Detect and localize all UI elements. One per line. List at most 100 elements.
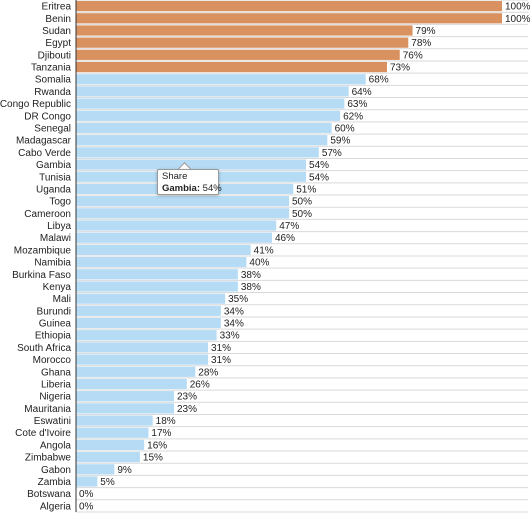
bar[interactable] bbox=[76, 391, 174, 402]
tooltip-value: 54% bbox=[202, 183, 222, 194]
bar[interactable] bbox=[76, 147, 319, 158]
data-label: 31% bbox=[211, 343, 231, 354]
data-label: 38% bbox=[241, 282, 261, 293]
category-label: Somalia bbox=[35, 75, 72, 86]
data-label: 50% bbox=[292, 209, 312, 220]
category-label: DR Congo bbox=[24, 111, 71, 122]
category-label: Uganda bbox=[36, 184, 71, 195]
bar[interactable] bbox=[76, 244, 251, 255]
data-label: 50% bbox=[292, 197, 312, 208]
data-label: 18% bbox=[156, 416, 176, 427]
data-label: 0% bbox=[79, 501, 94, 512]
bar[interactable] bbox=[76, 403, 174, 414]
tooltip-category: Gambia: bbox=[162, 183, 201, 194]
data-label: 47% bbox=[279, 221, 299, 232]
bar[interactable] bbox=[76, 293, 226, 304]
data-label: 100% bbox=[505, 14, 530, 25]
bar[interactable] bbox=[76, 208, 289, 219]
category-label: Angola bbox=[40, 440, 72, 451]
bar[interactable] bbox=[76, 159, 307, 170]
data-label: 34% bbox=[224, 306, 244, 317]
data-label: 63% bbox=[347, 99, 367, 110]
data-label: 17% bbox=[151, 428, 171, 439]
data-label: 64% bbox=[352, 87, 372, 98]
category-label: Eritrea bbox=[42, 2, 72, 13]
category-label: Tunisia bbox=[39, 172, 71, 183]
bar[interactable] bbox=[76, 61, 387, 73]
bar[interactable] bbox=[76, 86, 349, 97]
category-label: Cabo Verde bbox=[18, 148, 71, 159]
category-label: Namibia bbox=[34, 258, 71, 269]
bar[interactable] bbox=[76, 330, 217, 341]
bar[interactable] bbox=[76, 281, 238, 292]
bar[interactable] bbox=[76, 342, 209, 353]
category-label: Senegal bbox=[34, 123, 71, 134]
category-label: Cameroon bbox=[24, 209, 71, 220]
data-label: 35% bbox=[228, 294, 248, 305]
bar[interactable] bbox=[76, 378, 187, 390]
category-label: Cote d'Ivoire bbox=[15, 428, 71, 439]
bar[interactable] bbox=[76, 305, 221, 316]
data-label: 16% bbox=[147, 440, 167, 451]
bar[interactable] bbox=[76, 476, 98, 487]
bar[interactable] bbox=[76, 256, 247, 268]
bar[interactable] bbox=[76, 49, 400, 60]
data-label: 40% bbox=[249, 258, 269, 269]
category-label: Zambia bbox=[38, 477, 72, 488]
bar[interactable] bbox=[76, 122, 332, 134]
category-label: Kenya bbox=[43, 282, 72, 293]
category-label: Ethiopia bbox=[35, 331, 72, 342]
data-label: 0% bbox=[79, 489, 94, 500]
data-label: 33% bbox=[220, 331, 240, 342]
data-label: 60% bbox=[335, 123, 355, 134]
bar[interactable] bbox=[76, 269, 238, 280]
bar[interactable] bbox=[76, 427, 149, 438]
bar[interactable] bbox=[76, 98, 345, 109]
category-label: Algeria bbox=[40, 501, 72, 512]
bar[interactable] bbox=[76, 74, 366, 85]
bar[interactable] bbox=[76, 196, 289, 207]
data-label: 59% bbox=[330, 136, 350, 147]
bar[interactable] bbox=[76, 220, 277, 231]
category-label: Tanzania bbox=[31, 63, 71, 74]
category-label: Guinea bbox=[39, 319, 72, 330]
data-label: 68% bbox=[369, 75, 389, 86]
bar[interactable] bbox=[76, 37, 409, 48]
data-label: 34% bbox=[224, 319, 244, 330]
category-label: Sudan bbox=[42, 26, 71, 37]
bar[interactable] bbox=[76, 366, 196, 377]
category-label: Madagascar bbox=[16, 136, 72, 147]
bar[interactable] bbox=[76, 1, 502, 12]
bar[interactable] bbox=[76, 317, 221, 329]
category-label: Burkina Faso bbox=[12, 270, 71, 281]
data-label: 5% bbox=[100, 477, 115, 488]
data-label: 15% bbox=[143, 453, 163, 464]
bar[interactable] bbox=[76, 110, 341, 121]
bar[interactable] bbox=[76, 135, 328, 146]
data-label: 38% bbox=[241, 270, 261, 281]
bar[interactable] bbox=[76, 232, 272, 243]
bar[interactable] bbox=[76, 464, 115, 475]
bar[interactable] bbox=[76, 439, 145, 451]
category-label: Gambia bbox=[36, 160, 71, 171]
category-label: Mali bbox=[53, 294, 71, 305]
bar[interactable] bbox=[76, 415, 153, 426]
grid-lines bbox=[76, 0, 528, 513]
tooltip-series-name: Share bbox=[162, 171, 188, 182]
category-label: South Africa bbox=[17, 343, 71, 354]
data-label: 57% bbox=[322, 148, 342, 159]
category-label: Djibouti bbox=[38, 50, 71, 61]
data-label: 62% bbox=[343, 111, 363, 122]
bar[interactable] bbox=[76, 452, 140, 463]
category-labels: EritreaBeninSudanEgyptDjiboutiTanzaniaSo… bbox=[0, 2, 72, 513]
category-label: Benin bbox=[45, 14, 71, 25]
category-label: Congo Republic bbox=[0, 99, 71, 110]
category-label: Morocco bbox=[33, 355, 72, 366]
data-label: 23% bbox=[177, 392, 197, 403]
category-label: Burundi bbox=[37, 306, 71, 317]
bar[interactable] bbox=[76, 13, 502, 24]
category-label: Eswatini bbox=[34, 416, 71, 427]
bar[interactable] bbox=[76, 354, 209, 365]
bar[interactable] bbox=[76, 25, 413, 36]
